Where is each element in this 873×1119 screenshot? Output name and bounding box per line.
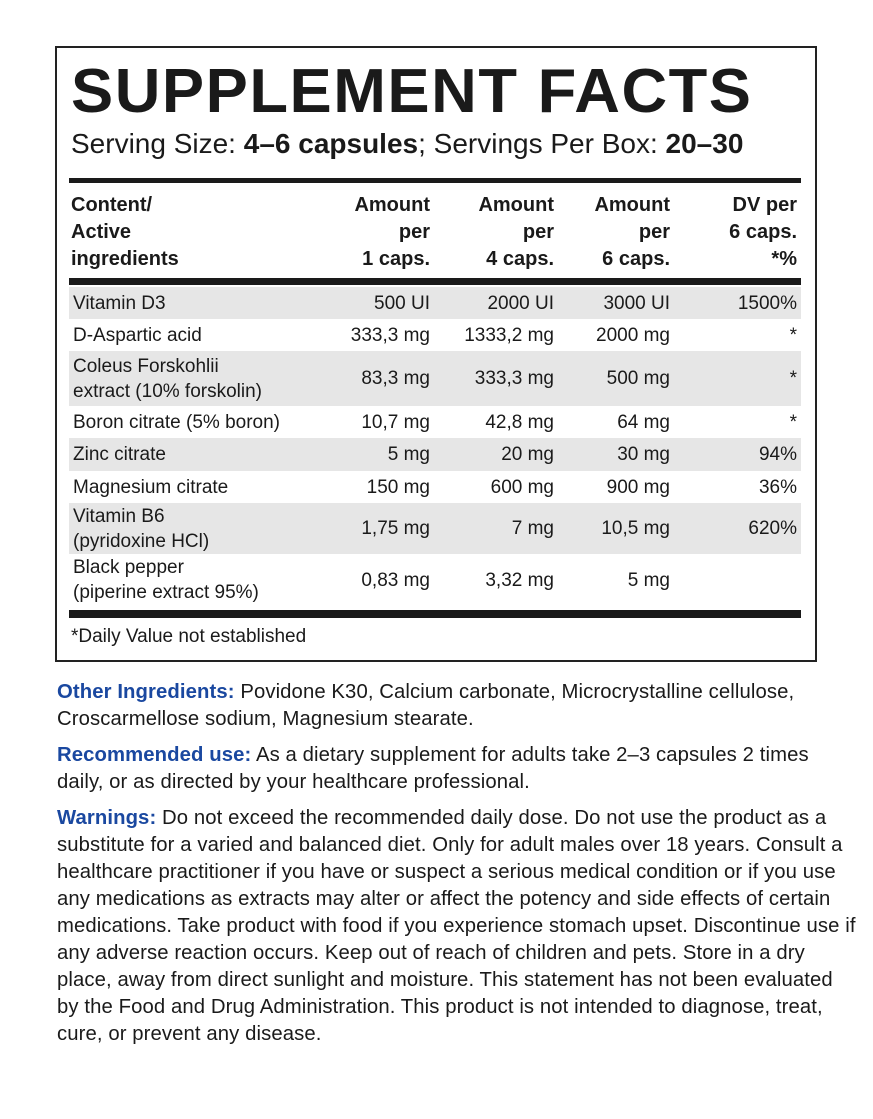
amount-4-caps: 1333,2 mg (464, 324, 554, 346)
recommended-use-label: Recommended use: (57, 744, 252, 766)
header-dv: DV per 6 caps. *% (729, 194, 797, 270)
amount-4-caps: 20 mg (501, 444, 554, 465)
recommended-use-text: As a dietary supplement for adults take … (57, 744, 809, 793)
serving-size-label: Serving Size: (71, 128, 244, 159)
table-row: Vitamin D3 500 UI 2000 UI 3000 UI 1500% (69, 287, 801, 319)
divider (69, 178, 801, 183)
amount-6-caps: 5 mg (627, 569, 670, 591)
table-row: Vitamin B6 (pyridoxine HCl) 1,75 mg 7 mg 10… (69, 503, 801, 554)
warnings-label: Warnings: (57, 807, 157, 829)
amount-1-caps: 83,3 mg (361, 368, 430, 389)
supplement-facts-panel: SUPPLEMENT FACTS Serving Size: 4–6 capsu… (55, 46, 817, 662)
amount-6-caps: 500 mg (606, 368, 670, 389)
ingredient-name: Vitamin D3 (73, 292, 166, 314)
amount-6-caps: 30 mg (617, 444, 670, 465)
ingredient-name: Boron citrate (5% boron) (73, 411, 280, 433)
daily-value: 94% (758, 444, 797, 465)
header-amount-6: Amount per 6 caps. (594, 194, 670, 270)
divider (69, 610, 801, 618)
amount-6-caps: 10,5 mg (601, 518, 670, 539)
amount-1-caps: 5 mg (387, 444, 430, 465)
daily-value: * (789, 368, 797, 389)
ingredients-table: Vitamin D3 500 UI 2000 UI 3000 UI 1500% D-Asp… (69, 287, 801, 606)
amount-1-caps: 1,75 mg (361, 518, 430, 539)
table-row: Boron citrate (5% boron) 10,7 mg 42,8 mg 64… (69, 406, 801, 438)
amount-1-caps: 10,7 mg (361, 411, 430, 433)
amount-6-caps: 900 mg (606, 476, 670, 498)
header-amount-1: Amount per 1 caps. (354, 194, 430, 270)
table-row: Zinc citrate 5 mg 20 mg 30 mg 94% (69, 438, 801, 471)
amount-6-caps: 2000 mg (596, 324, 670, 346)
ingredient-name: Zinc citrate (73, 444, 166, 465)
table-row: Magnesium citrate 150 mg 600 mg 900 mg 36% (69, 471, 801, 503)
panel-title: SUPPLEMENT FACTS (71, 57, 753, 126)
amount-1-caps: 150 mg (366, 476, 430, 498)
amount-4-caps: 600 mg (490, 476, 554, 498)
ingredient-name: Black pepper (piperine extract 95%) (73, 557, 259, 603)
ingredient-name: Magnesium citrate (73, 476, 229, 498)
amount-1-caps: 0,83 mg (361, 569, 430, 591)
ingredient-name: Vitamin B6 (pyridoxine HCl) (73, 505, 210, 552)
other-ingredients-text: Povidone K30, Calcium carbonate, Microcr… (57, 681, 795, 730)
other-ingredients: Other Ingredients: Povidone K30, Calcium… (57, 679, 857, 733)
daily-value: 620% (748, 518, 797, 539)
daily-value: 1500% (737, 292, 797, 314)
servings-per-box-label: ; Servings Per Box: (418, 128, 666, 159)
daily-value: * (789, 324, 797, 346)
footnote: *Daily Value not established (71, 626, 307, 647)
warnings: Warnings: Do not exceed the recommended … (57, 805, 857, 1048)
amount-1-caps: 333,3 mg (350, 324, 430, 346)
header-content: Content/ Active ingredients (71, 194, 179, 270)
amount-4-caps: 2000 UI (487, 292, 554, 314)
amount-4-caps: 42,8 mg (485, 411, 554, 433)
ingredient-name: Coleus Forskohlii extract (10% forskolin… (73, 355, 263, 402)
table-row: Coleus Forskohlii extract (10% forskolin… (69, 351, 801, 406)
divider (69, 278, 801, 285)
daily-value: * (789, 411, 797, 433)
header-amount-4: Amount per 4 caps. (478, 194, 554, 270)
amount-4-caps: 7 mg (511, 518, 554, 539)
amount-6-caps: 3000 UI (603, 292, 670, 314)
recommended-use: Recommended use: As a dietary supplement… (57, 742, 857, 796)
warnings-text: Do not exceed the recommended daily dose… (57, 807, 856, 1045)
table-row: D-Aspartic acid 333,3 mg 1333,2 mg 2000 mg * (69, 319, 801, 351)
other-ingredients-label: Other Ingredients: (57, 681, 235, 703)
daily-value: 36% (758, 476, 797, 498)
amount-4-caps: 3,32 mg (485, 569, 554, 591)
servings-per-box-value: 20–30 (665, 128, 744, 159)
serving-size-value: 4–6 capsules (243, 128, 419, 159)
amount-1-caps: 500 UI (374, 292, 430, 314)
amount-6-caps: 64 mg (617, 411, 670, 433)
amount-4-caps: 333,3 mg (474, 368, 554, 389)
serving-info: Serving Size: 4–6 capsules; Servings Per… (71, 128, 743, 160)
table-row: Black pepper (piperine extract 95%) 0,83 … (69, 554, 801, 606)
ingredient-name: D-Aspartic acid (73, 324, 202, 346)
